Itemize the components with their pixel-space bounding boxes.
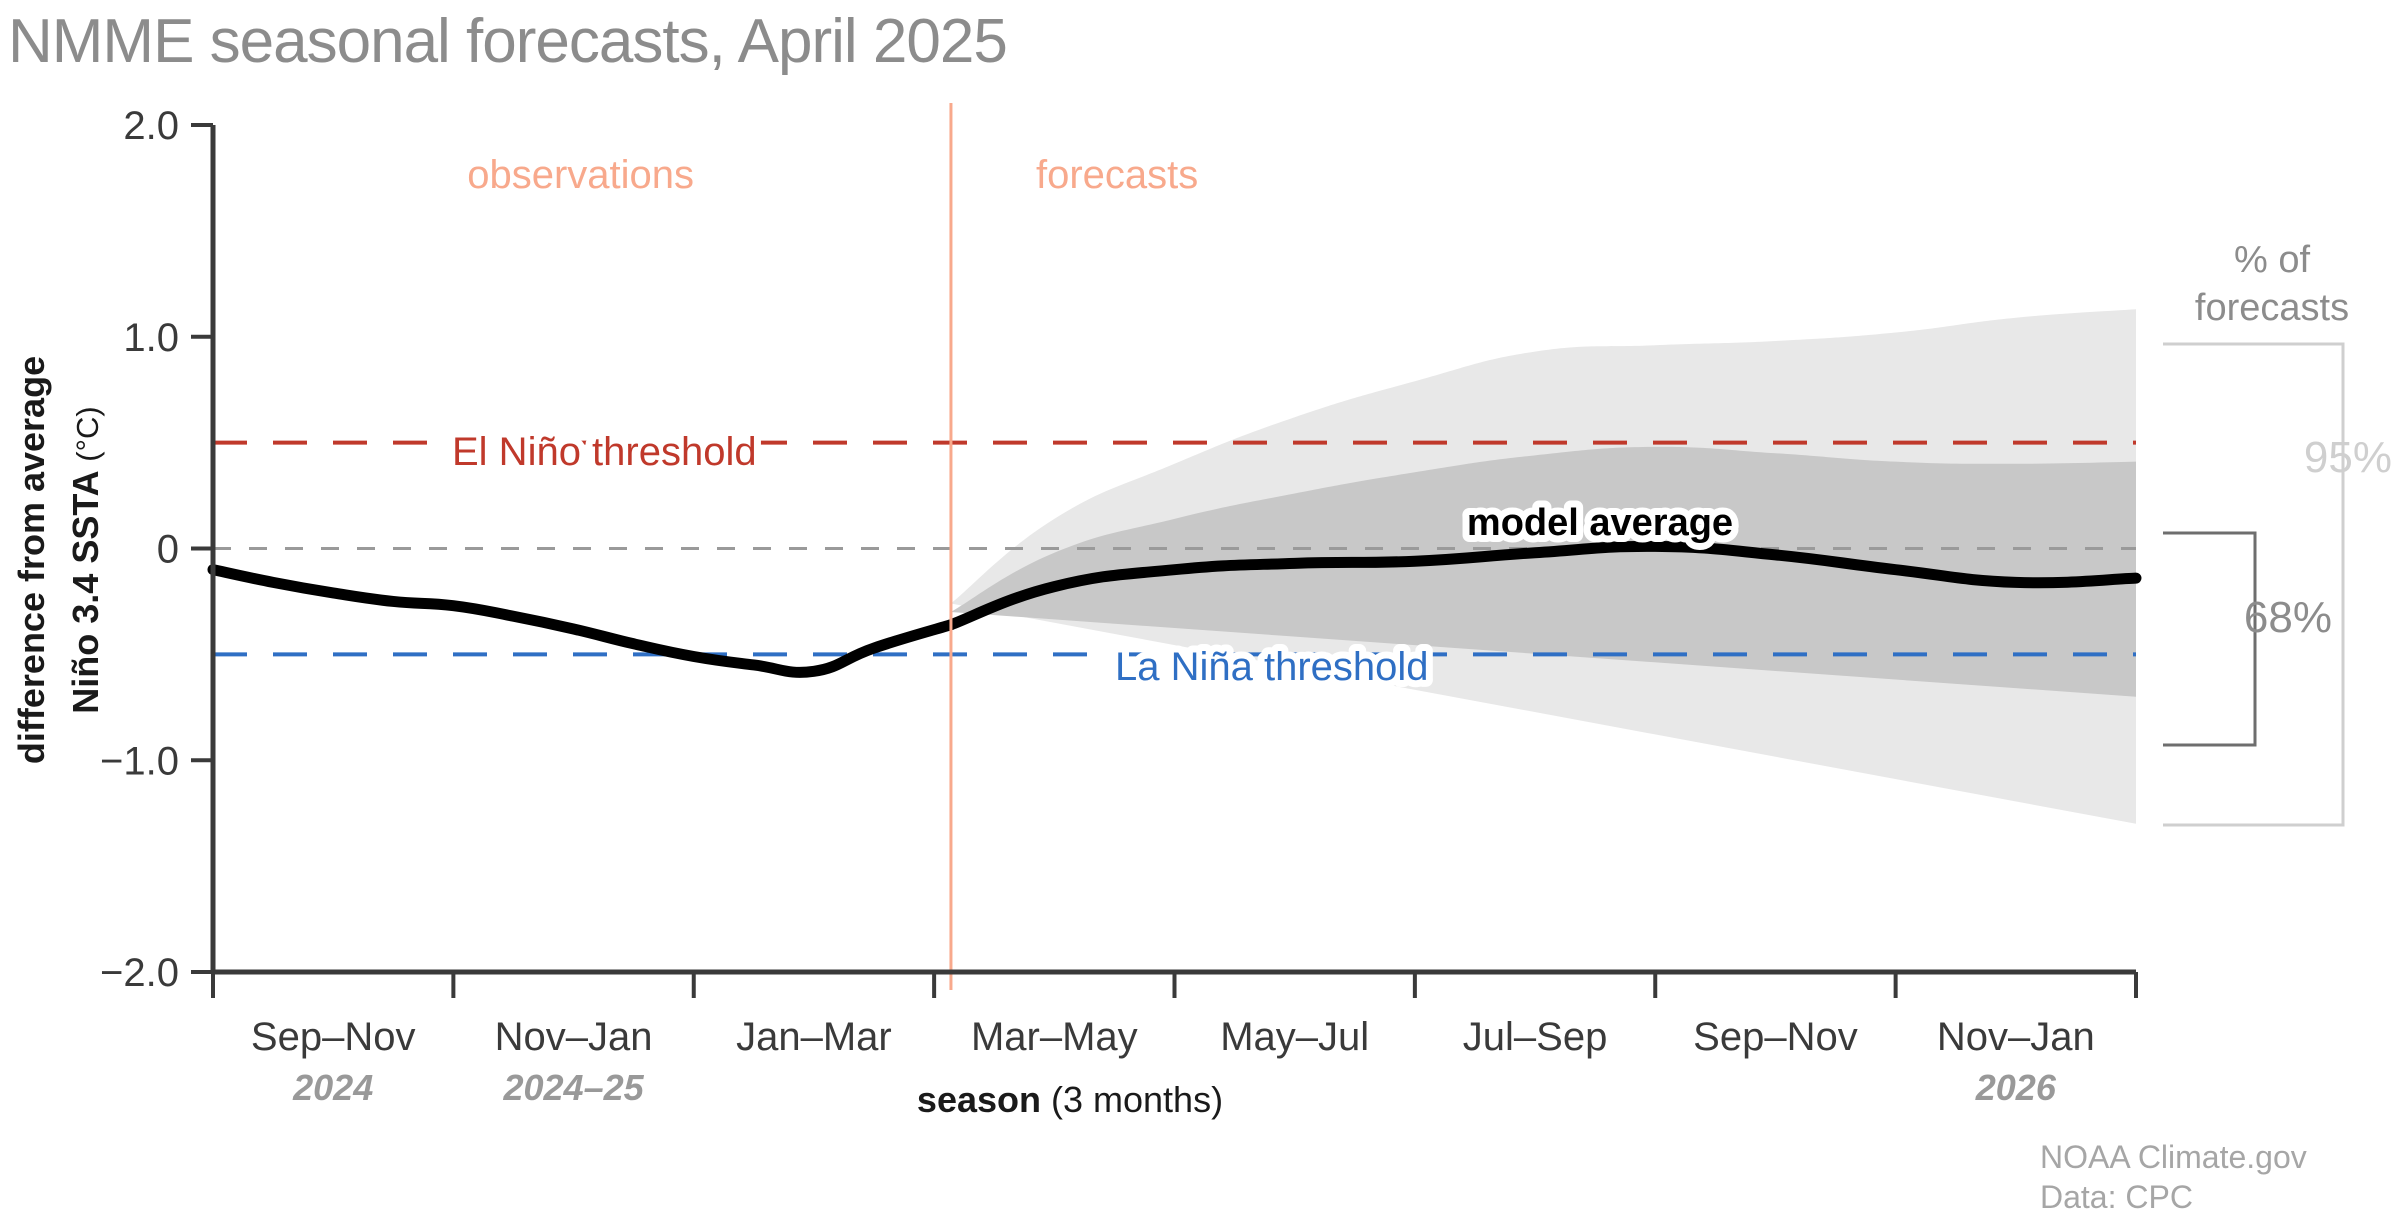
x-tick-label: Nov–Jan <box>495 1015 653 1059</box>
legend-title-line1: % of <box>2234 239 2310 281</box>
legend-label-68: 68% <box>2244 593 2332 642</box>
y-axis-title-main: difference from average <box>11 356 52 764</box>
model-average-line <box>945 540 2142 631</box>
model-average-label: model average <box>1467 502 1733 544</box>
y-axis-title-sub: Niño 3.4 SSTA (°C) <box>65 406 106 713</box>
forecasts-label-halo: forecasts <box>1036 153 1198 197</box>
observations-label-halo: observations <box>467 153 694 197</box>
forecasts-label: forecasts <box>1036 153 1198 197</box>
x-tick-label: Mar–May <box>971 1015 1138 1059</box>
credit-line-1: NOAA Climate.gov <box>2040 1139 2307 1175</box>
credit-line-2: Data: CPC <box>2040 1179 2193 1215</box>
legend-bracket-95 <box>2163 342 2345 827</box>
x-tick-label: Nov–Jan <box>1937 1015 2095 1059</box>
y-tick-label: 2.0 <box>123 104 179 148</box>
x-tick-label: May–Jul <box>1220 1015 1369 1059</box>
la-nina-threshold-label: La Niña threshold <box>1115 645 1429 689</box>
x-tick-label: Jan–Mar <box>736 1015 892 1059</box>
y-tick-label: −2.0 <box>100 951 179 995</box>
chart-title: NMME seasonal forecasts, April 2025 <box>8 7 1007 76</box>
model-average-label-halo: model average <box>1467 502 1733 544</box>
confidence-band-68 <box>950 446 2137 697</box>
x-tick-label: Jul–Sep <box>1463 1015 1608 1059</box>
legend-bracket-68 <box>2163 531 2257 747</box>
y-tick-label: −1.0 <box>100 739 179 783</box>
x-tick-year-label: 2024–25 <box>502 1067 644 1108</box>
x-axis-title: season (3 months) <box>917 1079 1223 1120</box>
x-tick-year-label: 2024 <box>292 1067 373 1108</box>
legend-label-95: 95% <box>2304 433 2392 482</box>
y-tick-label: 1.0 <box>123 316 179 360</box>
el-nino-threshold-label: El Niño threshold <box>452 430 757 474</box>
la-nina-threshold-label-halo: La Niña threshold <box>1115 645 1429 689</box>
x-tick-label: Sep–Nov <box>1693 1015 1858 1059</box>
x-tick-label: Sep–Nov <box>251 1015 416 1059</box>
x-tick-year-label: 2026 <box>1975 1067 2057 1108</box>
observations-line <box>207 564 957 678</box>
legend-title-line2: forecasts <box>2195 287 2349 329</box>
y-tick-label: 0 <box>157 528 179 572</box>
el-nino-threshold-label-halo: El Niño threshold <box>452 430 757 474</box>
observations-label: observations <box>467 153 694 197</box>
